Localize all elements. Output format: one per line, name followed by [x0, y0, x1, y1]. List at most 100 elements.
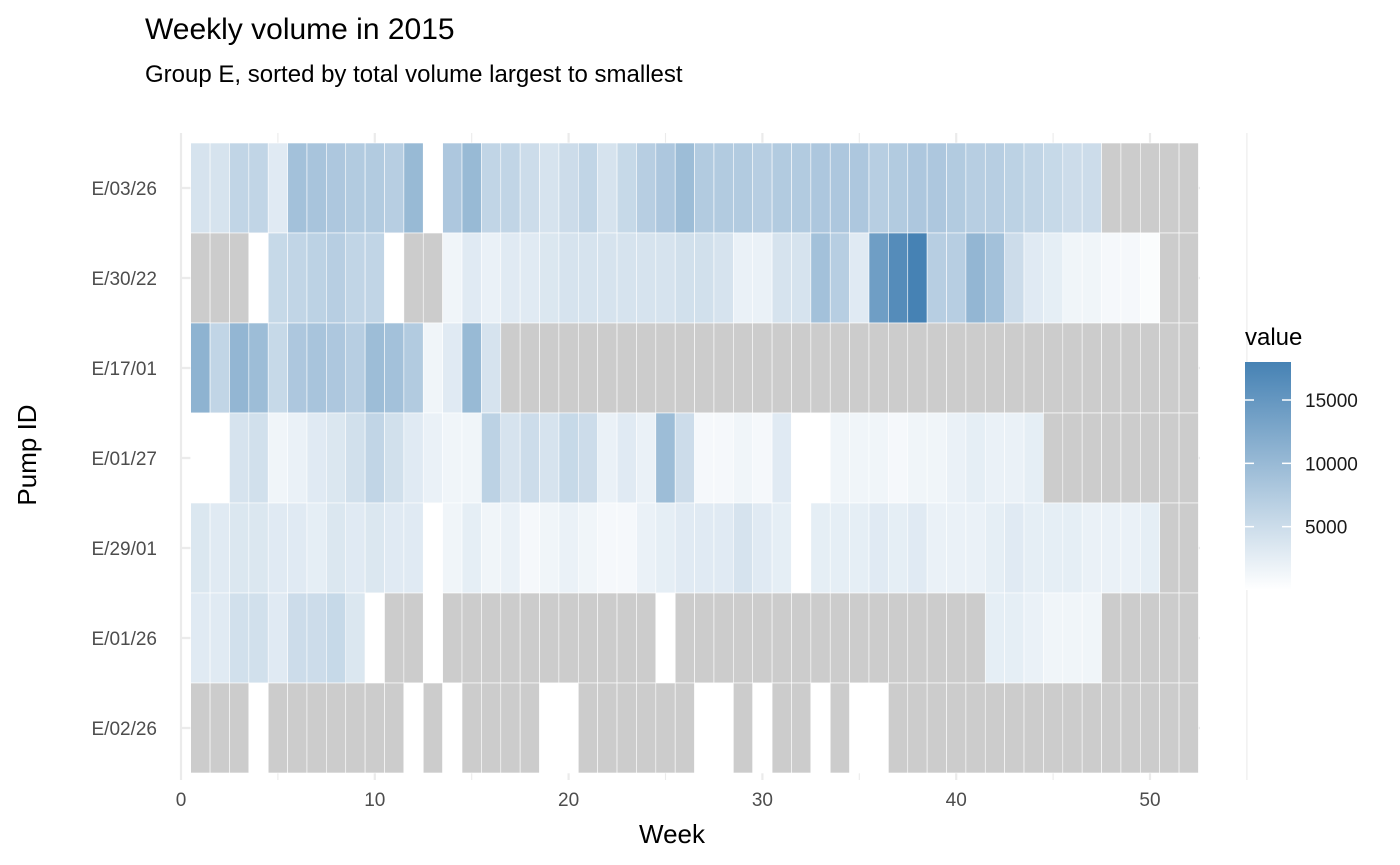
heatmap-cell	[577, 142, 598, 234]
heatmap-cell	[1081, 322, 1102, 414]
heatmap-cell	[791, 502, 812, 594]
heatmap-cell	[209, 232, 230, 324]
heatmap-cell	[1043, 502, 1064, 594]
heatmap-cell	[1178, 502, 1199, 594]
heatmap-cell	[209, 502, 230, 594]
heatmap-cell	[500, 592, 521, 684]
heatmap-cell	[868, 142, 889, 234]
legend-tick-label: 5000	[1305, 518, 1347, 539]
heatmap-cell	[926, 142, 947, 234]
heatmap-cell	[1101, 142, 1122, 234]
heatmap-cell	[713, 502, 734, 594]
heatmap-cell	[791, 322, 812, 414]
heatmap-cell	[422, 322, 443, 414]
heatmap-cell	[577, 682, 598, 774]
heatmap-cell	[1081, 592, 1102, 684]
heatmap-cell	[209, 592, 230, 684]
heatmap-cell	[636, 322, 657, 414]
heatmap-cell	[771, 232, 792, 324]
heatmap-cell	[384, 232, 405, 324]
heatmap-cell	[965, 322, 986, 414]
heatmap-cell	[771, 502, 792, 594]
heatmap-cell	[1062, 142, 1083, 234]
heatmap-cell	[461, 682, 482, 774]
heatmap-cell	[597, 502, 618, 594]
heatmap-cell	[229, 322, 250, 414]
heatmap-cell	[694, 232, 715, 324]
heatmap-cell	[577, 592, 598, 684]
heatmap-cell	[1023, 682, 1044, 774]
heatmap-cell	[558, 412, 579, 504]
heatmap-cell	[674, 412, 695, 504]
heatmap-cell	[694, 502, 715, 594]
heatmap-cell	[519, 322, 540, 414]
heatmap-cell	[190, 412, 211, 504]
heatmap-cell	[577, 412, 598, 504]
heatmap-cell	[636, 502, 657, 594]
heatmap-cell	[829, 322, 850, 414]
heatmap-cell	[616, 502, 637, 594]
heatmap-cell	[713, 412, 734, 504]
heatmap-cell	[1043, 412, 1064, 504]
heatmap-cell	[946, 592, 967, 684]
heatmap-cell	[616, 322, 637, 414]
heatmap-cell	[287, 502, 308, 594]
heatmap-cell	[539, 322, 560, 414]
heatmap-cell	[674, 502, 695, 594]
heatmap-cell	[1159, 682, 1180, 774]
y-tick-label: E/30/22	[92, 269, 158, 290]
heatmap-cell	[384, 682, 405, 774]
heatmap-cell	[1043, 682, 1064, 774]
heatmap-cell	[519, 142, 540, 234]
heatmap-cell	[674, 592, 695, 684]
heatmap-cell	[810, 142, 831, 234]
heatmap-cell	[442, 232, 463, 324]
heatmap-cell	[364, 682, 385, 774]
heatmap-cell	[984, 232, 1005, 324]
heatmap-cell	[267, 322, 288, 414]
heatmap-cell	[326, 502, 347, 594]
heatmap-cell	[907, 502, 928, 594]
heatmap-cell	[481, 502, 502, 594]
heatmap-cell	[1062, 592, 1083, 684]
heatmap-cell	[481, 682, 502, 774]
heatmap-cell	[519, 682, 540, 774]
heatmap-cell	[461, 592, 482, 684]
heatmap-cell	[364, 592, 385, 684]
heatmap-cell	[1101, 682, 1122, 774]
heatmap-cell	[229, 142, 250, 234]
heatmap-cell	[500, 142, 521, 234]
heatmap-cell	[1178, 232, 1199, 324]
heatmap-cell	[849, 232, 870, 324]
heatmap-cell	[655, 592, 676, 684]
heatmap-cell	[267, 232, 288, 324]
heatmap-cell	[636, 592, 657, 684]
heatmap-cell	[888, 142, 909, 234]
heatmap-cell	[1178, 682, 1199, 774]
heatmap-cell	[829, 682, 850, 774]
heatmap-cell	[1120, 322, 1141, 414]
heatmap-cell	[1178, 592, 1199, 684]
heatmap-cell	[868, 322, 889, 414]
heatmap-cell	[1023, 412, 1044, 504]
heatmap-cell	[306, 682, 327, 774]
heatmap-cell	[1120, 142, 1141, 234]
heatmap-cell	[984, 322, 1005, 414]
heatmap-cell	[1159, 322, 1180, 414]
legend-title: value	[1245, 324, 1302, 351]
heatmap-cell	[229, 682, 250, 774]
heatmap-cell	[1159, 592, 1180, 684]
heatmap-cell	[306, 322, 327, 414]
heatmap-cell	[907, 142, 928, 234]
heatmap-cell	[1101, 412, 1122, 504]
heatmap-cell	[190, 502, 211, 594]
heatmap-cell	[1004, 412, 1025, 504]
x-tick-label: 50	[1139, 790, 1160, 811]
heatmap-cell	[345, 232, 366, 324]
heatmap-cell	[1159, 142, 1180, 234]
y-axis-title: Pump ID	[12, 404, 42, 505]
heatmap-cell	[733, 682, 754, 774]
heatmap-cell	[1043, 322, 1064, 414]
heatmap-cell	[674, 682, 695, 774]
heatmap-cell	[713, 322, 734, 414]
